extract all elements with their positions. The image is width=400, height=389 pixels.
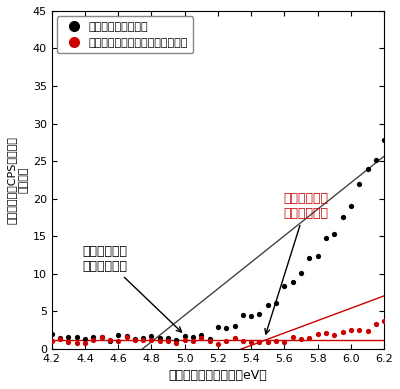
Text: 高いイオン化
ポテンシャル: 高いイオン化 ポテンシャル bbox=[265, 192, 328, 334]
X-axis label: 紫外線のエネルギー（eV）: 紫外線のエネルギー（eV） bbox=[168, 369, 267, 382]
Y-axis label: 電子計測数（CPS）の平方
の平方根: 電子計測数（CPS）の平方 の平方根 bbox=[7, 136, 28, 224]
Text: 低いイオン化
ポテンシャル: 低いイオン化 ポテンシャル bbox=[82, 245, 182, 332]
Legend: ：未処理の正極材料, ：コーティング処理した正極材料: ：未処理の正極材料, ：コーティング処理した正極材料 bbox=[57, 16, 193, 53]
